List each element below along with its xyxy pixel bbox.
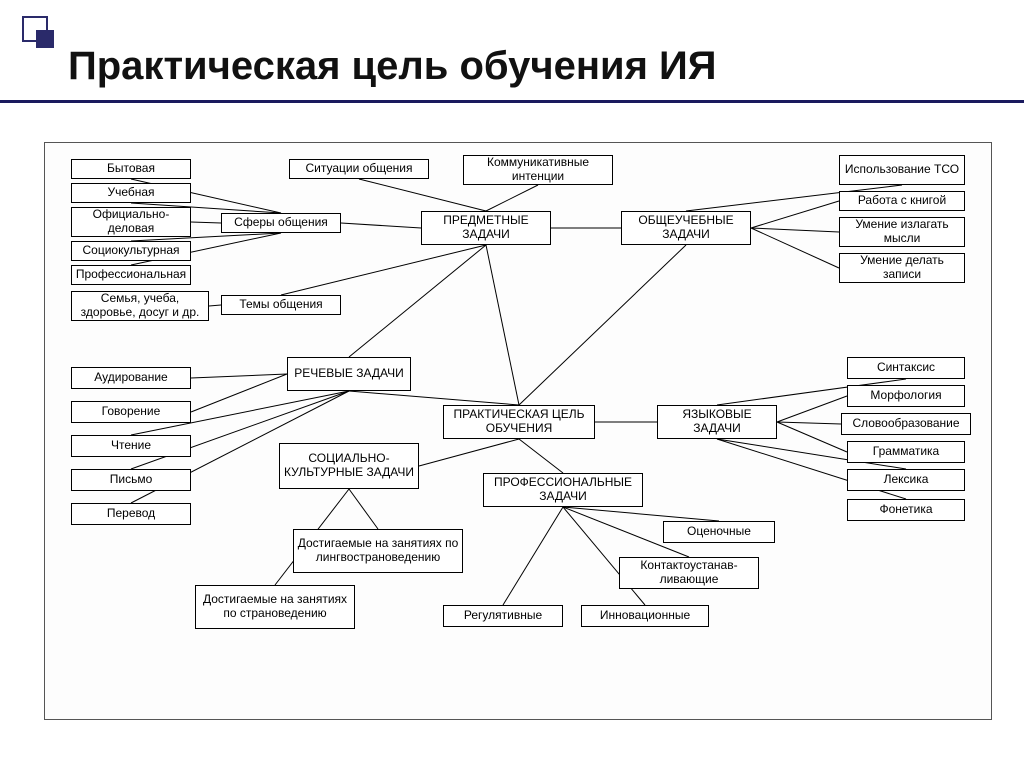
node-dl: Достигаемые на занятиях по лингвостранов… [293, 529, 463, 573]
edge-tema-pred [281, 245, 486, 295]
node-r1: Использование ТСО [839, 155, 965, 185]
node-gra: Грамматика [847, 441, 965, 463]
node-yaz: ЯЗЫКОВЫЕ ЗАДАЧИ [657, 405, 777, 439]
node-pis: Письмо [71, 469, 191, 491]
page-title: Практическая цель обучения ИЯ [68, 44, 717, 89]
edge-obsh-r3 [751, 228, 839, 232]
edge-rech-center [349, 391, 519, 405]
node-left6: Семья, учеба, здоровье, досуг и др. [71, 291, 209, 321]
node-inn: Инновационные [581, 605, 709, 627]
node-pred: ПРЕДМЕТНЫЕ ЗАДАЧИ [421, 211, 551, 245]
edge-obsh-center [519, 245, 686, 405]
edge-sfer-pred [341, 223, 421, 228]
node-rech: РЕЧЕВЫЕ ЗАДАЧИ [287, 357, 411, 391]
node-tema: Темы общения [221, 295, 341, 315]
edge-center-soc [419, 439, 519, 466]
node-center: ПРАКТИЧЕСКАЯ ЦЕЛЬ ОБУЧЕНИЯ [443, 405, 595, 439]
node-ds: Достигаемые на занятиях по страноведению [195, 585, 355, 629]
edge-gov-rech [191, 374, 287, 412]
title-decoration [22, 16, 60, 54]
node-aud: Аудирование [71, 367, 191, 389]
node-left5: Профессиональная [71, 265, 191, 285]
node-sit: Ситуации общения [289, 159, 429, 179]
edge-left3-sfer [191, 222, 221, 223]
node-ku: Контактоустанав­ливающие [619, 557, 759, 589]
node-lek: Лексика [847, 469, 965, 491]
node-soc: СОЦИАЛЬНО-КУЛЬТУРНЫЕ ЗАДАЧИ [279, 443, 419, 489]
title-underline [0, 100, 1024, 103]
node-mor: Морфология [847, 385, 965, 407]
node-per: Перевод [71, 503, 191, 525]
node-slo: Словообразование [841, 413, 971, 435]
node-prof: ПРОФЕССИОНАЛЬНЫЕ ЗАДАЧИ [483, 473, 643, 507]
node-r3: Умение излагать мысли [839, 217, 965, 247]
edge-yaz-slo [777, 422, 841, 424]
node-left3: Официально-деловая [71, 207, 191, 237]
edge-pred-center [486, 245, 519, 405]
node-kom: Коммуникативные интенции [463, 155, 613, 185]
node-cht: Чтение [71, 435, 191, 457]
node-left1: Бытовая [71, 159, 191, 179]
node-left2: Учебная [71, 183, 191, 203]
node-sin: Синтаксис [847, 357, 965, 379]
node-oc: Оценочные [663, 521, 775, 543]
edge-prof-inn [563, 507, 645, 605]
edge-kom-pred [486, 185, 538, 211]
node-gov: Говорение [71, 401, 191, 423]
node-left4: Социокультурная [71, 241, 191, 261]
edge-rech-pred [349, 245, 486, 357]
edge-soc-dl [349, 489, 378, 529]
node-fon: Фонетика [847, 499, 965, 521]
edge-obsh-r2 [751, 201, 839, 228]
node-sfer: Сферы общения [221, 213, 341, 233]
edge-yaz-mor [777, 396, 847, 422]
diagram-frame: Бытовая Учебная Официально-деловая Социокул… [44, 142, 992, 720]
edge-prof-reg [503, 507, 563, 605]
node-reg: Регулятивные [443, 605, 563, 627]
edge-obsh-r4 [751, 228, 839, 268]
edge-aud-rech [191, 374, 287, 378]
node-obsh: ОБЩЕУЧЕБНЫЕ ЗАДАЧИ [621, 211, 751, 245]
node-r2: Работа с книгой [839, 191, 965, 211]
edge-prof-oc [563, 507, 719, 521]
edge-center-prof [519, 439, 563, 473]
edge-left6-tema [209, 305, 221, 306]
node-r4: Умение делать записи [839, 253, 965, 283]
edge-yaz-gra [777, 422, 847, 452]
